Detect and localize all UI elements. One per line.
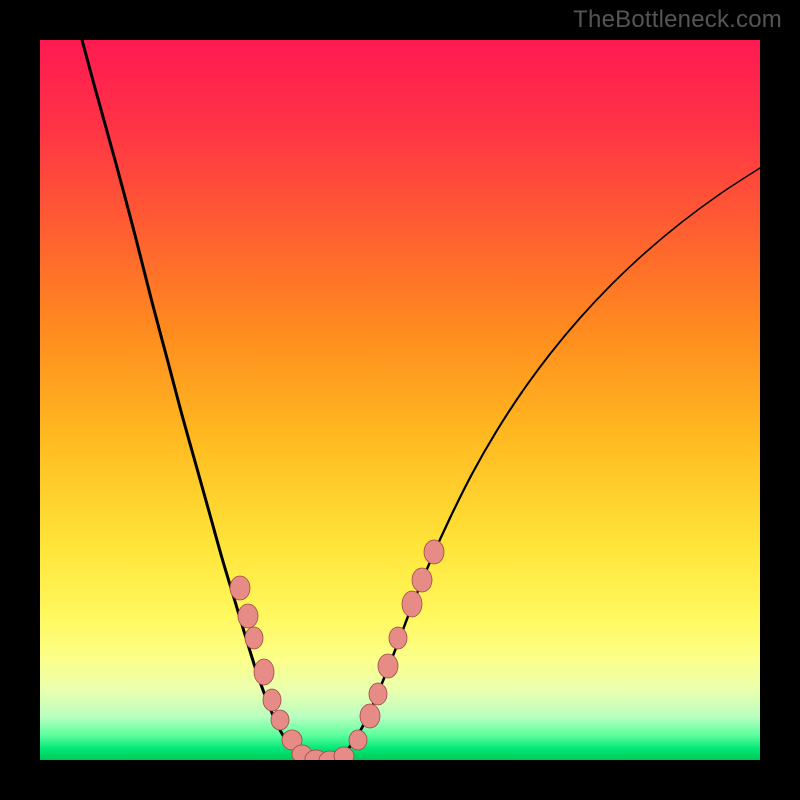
- data-marker: [271, 710, 289, 730]
- data-marker: [245, 627, 263, 649]
- watermark-text: TheBottleneck.com: [573, 6, 782, 34]
- plot-area: [40, 40, 760, 760]
- data-marker: [369, 683, 387, 705]
- data-marker: [238, 604, 258, 628]
- data-marker: [360, 704, 380, 728]
- gradient-background: [40, 40, 760, 760]
- data-marker: [402, 591, 422, 617]
- data-marker: [412, 568, 432, 592]
- data-marker: [389, 627, 407, 649]
- data-marker: [263, 689, 281, 711]
- chart-svg: [40, 40, 760, 760]
- data-marker: [424, 540, 444, 564]
- data-marker: [230, 576, 250, 600]
- data-marker: [349, 730, 367, 750]
- data-marker: [254, 659, 274, 685]
- data-marker: [378, 654, 398, 678]
